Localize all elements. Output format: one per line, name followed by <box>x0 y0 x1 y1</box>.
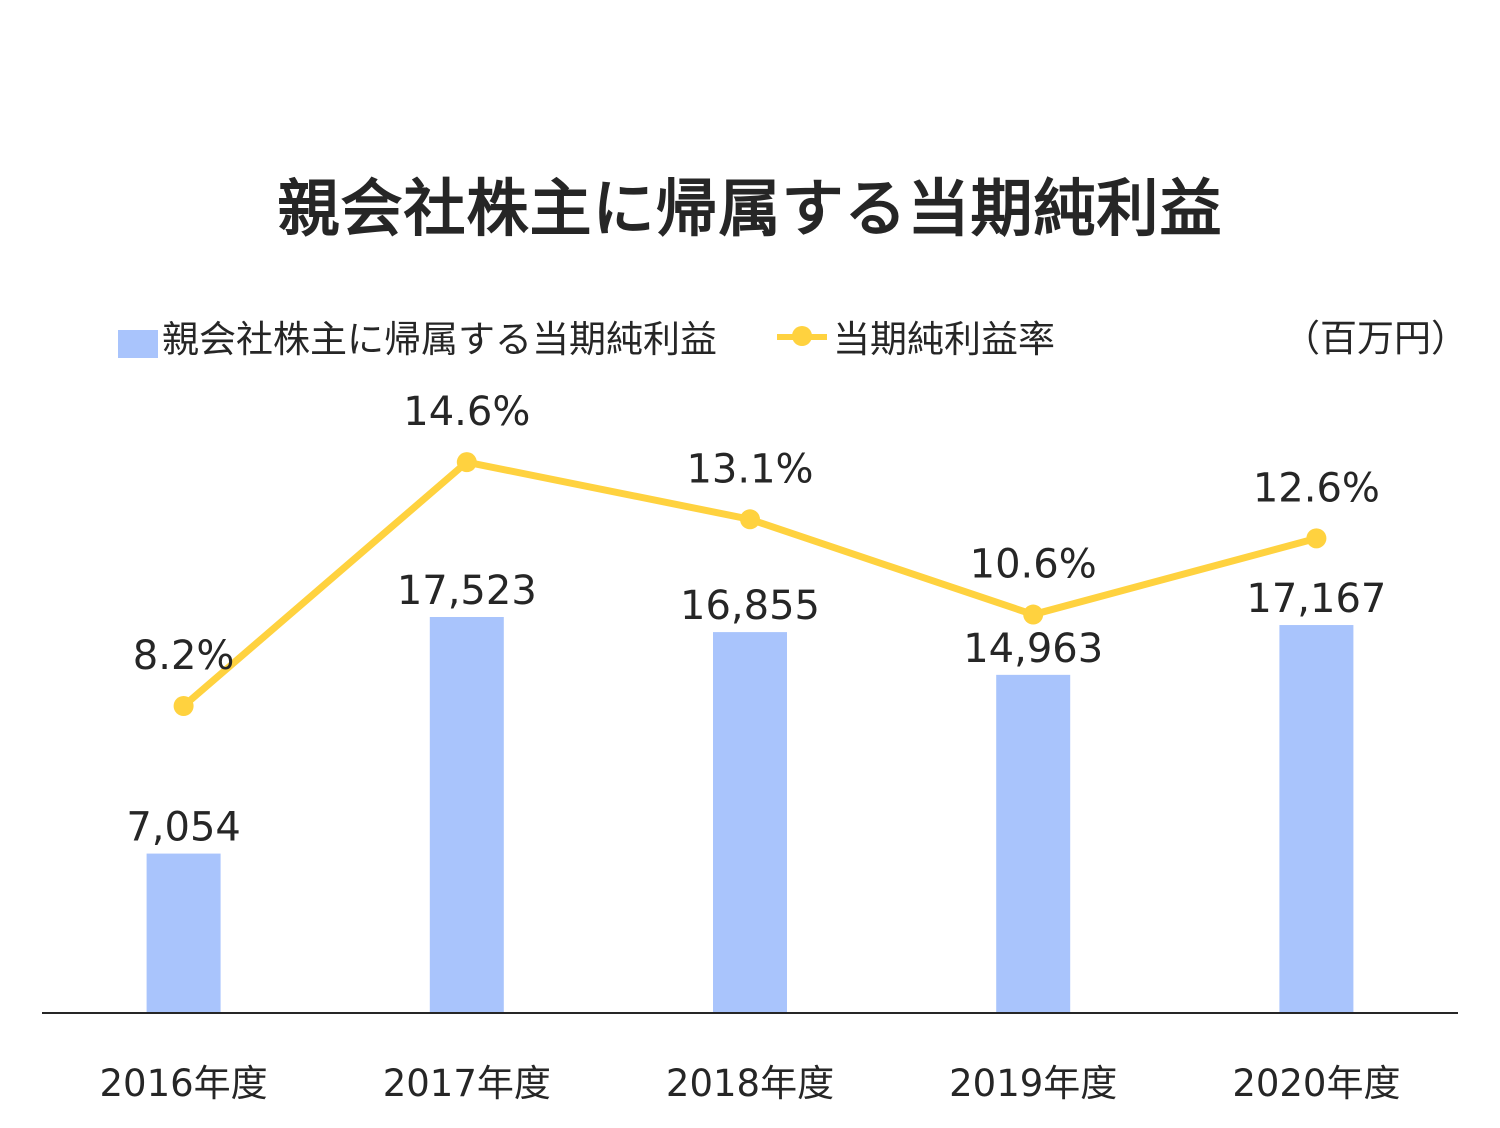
unit-label: （百万円） <box>1283 317 1468 360</box>
chart-title: 親会社株主に帰属する当期純利益 <box>277 172 1223 245</box>
bar-data-label: 7,054 <box>126 805 241 851</box>
x-tick-label: 2019年度 <box>949 1062 1117 1105</box>
bar <box>429 617 504 1013</box>
line-data-label: 12.6% <box>1253 465 1380 511</box>
bar <box>146 853 221 1013</box>
legend-line-swatch <box>777 326 827 346</box>
line-point <box>1306 528 1327 549</box>
bar-data-label: 16,855 <box>680 583 820 629</box>
legend-bar-swatch <box>118 330 158 358</box>
line-point <box>173 696 194 716</box>
line-point <box>1023 604 1044 625</box>
line-point <box>456 452 477 473</box>
x-tick-label: 2016年度 <box>100 1062 268 1105</box>
x-tick-label: 2020年度 <box>1232 1062 1400 1105</box>
legend-label-margin: 当期純利益率 <box>833 318 1055 361</box>
x-tick-label: 2017年度 <box>383 1062 551 1105</box>
bar <box>713 632 787 1013</box>
line-data-label: 10.6% <box>970 542 1097 588</box>
bar-data-label: 17,167 <box>1246 576 1386 622</box>
bar <box>996 674 1071 1013</box>
bar <box>1279 625 1354 1013</box>
line-data-label: 13.1% <box>686 446 813 492</box>
line-data-label: 14.6% <box>403 389 530 435</box>
legend-item-net-income: 親会社株主に帰属する当期純利益 <box>118 309 717 363</box>
bar-data-label: 17,523 <box>397 568 537 614</box>
bar-data-label: 14,963 <box>963 626 1103 672</box>
x-tick-label: 2018年度 <box>666 1062 834 1105</box>
line-data-label: 8.2% <box>133 633 235 679</box>
legend-item-margin: 当期純利益率 <box>777 309 1055 363</box>
legend-label-net-income: 親会社株主に帰属する当期純利益 <box>162 318 717 361</box>
chart-legend: 親会社株主に帰属する当期純利益 当期純利益率 <box>118 308 1055 364</box>
line-point <box>740 509 760 530</box>
